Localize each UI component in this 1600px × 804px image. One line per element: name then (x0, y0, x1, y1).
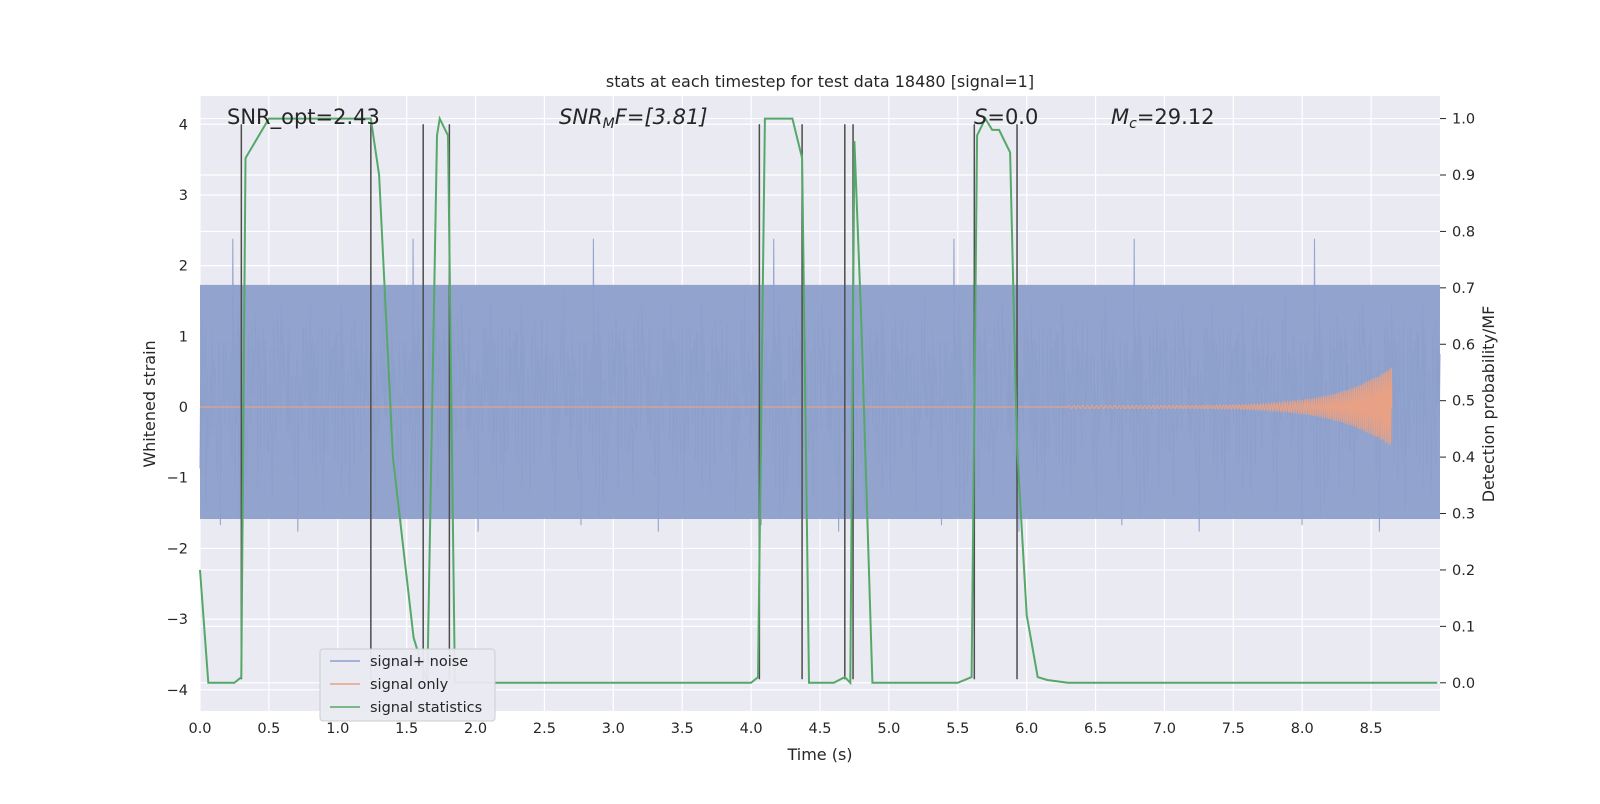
y-right-axis-label: Detection probability/MF (1479, 306, 1498, 503)
x-tick-label: 3.0 (602, 721, 625, 737)
y-right-tick-label: 0.8 (1452, 224, 1475, 240)
signal-only-chirp (1067, 367, 1393, 446)
y-left-tick-labels: 4 3 2 1 0 −1 −2 −3 −4 (167, 117, 188, 699)
y-left-tick-label: −1 (167, 471, 188, 487)
x-tick-label: 0.0 (188, 721, 211, 737)
x-tick-label: 0.5 (257, 721, 280, 737)
annotation-mc: Mc=29.12 (1111, 105, 1215, 132)
y-left-tick-label: 3 (179, 188, 188, 204)
y-right-tick-label: 0.0 (1452, 676, 1475, 692)
y-left-tick-label: 2 (179, 259, 188, 275)
signal-statistics-line (199, 115, 1438, 686)
x-tick-label: 8.5 (1360, 721, 1383, 737)
y-left-tick-label: −2 (167, 541, 188, 557)
x-tick-label: 3.5 (671, 721, 694, 737)
signal-only-series (200, 367, 1393, 446)
y-left-tick-label: −3 (167, 612, 188, 628)
y-left-tick-label: 4 (179, 117, 188, 133)
x-tick-labels: 0.0 0.5 1.0 1.5 2.0 2.5 3.0 3.5 4.0 4.5 5.0 5.5 6.0 6… (188, 721, 1382, 737)
noise-trace (199, 238, 1441, 532)
y-right-tick-label: 0.1 (1452, 619, 1475, 635)
x-tick-label: 7.5 (1222, 721, 1245, 737)
legend-label-signal-noise: signal+ noise (370, 654, 468, 670)
y-left-axis-label: Whitened strain (140, 340, 159, 467)
annotation-snr-opt: SNR_opt=2.43 (227, 105, 380, 130)
legend-box (319, 648, 496, 722)
y-left-tick-label: 0 (179, 400, 188, 416)
x-tick-label: 5.0 (877, 721, 900, 737)
x-tick-label: 4.5 (808, 721, 831, 737)
signal-noise-series (199, 238, 1441, 532)
y-right-tick-label: 0.6 (1452, 337, 1475, 353)
annotation-snr-mf: SNRMF=[3.81] (559, 105, 708, 132)
y-left-tick-label: −4 (167, 683, 188, 699)
x-tick-label: 1.0 (326, 721, 349, 737)
x-tick-label: 4.0 (740, 721, 763, 737)
x-tick-label: 8.0 (1291, 721, 1314, 737)
x-tick-label: 1.5 (395, 721, 418, 737)
y-right-tick-label: 0.5 (1452, 394, 1475, 410)
legend-label-signal-only: signal only (370, 677, 449, 693)
x-tick-label: 2.5 (533, 721, 556, 737)
x-tick-label: 6.5 (1084, 721, 1107, 737)
x-tick-label: 2.0 (464, 721, 487, 737)
x-axis-label: Time (s) (786, 745, 852, 764)
y-right-tick-label: 0.2 (1452, 563, 1475, 579)
y-left-tick-label: 1 (179, 329, 188, 345)
chart-title: stats at each timestep for test data 184… (606, 72, 1034, 91)
y-right-tick-label: 0.9 (1452, 168, 1475, 184)
legend-label-signal-statistics: signal statistics (370, 700, 482, 716)
y-right-tick-label: 0.7 (1452, 281, 1475, 297)
y-right-tick-label: 0.4 (1452, 450, 1475, 466)
x-tick-label: 6.0 (1015, 721, 1038, 737)
signal-statistics-series (199, 115, 1438, 686)
y-right-tick-labels: 1.0 0.9 0.8 0.7 0.6 0.5 0.4 0.3 0.2 0.1 0.0 (1440, 112, 1475, 692)
y-right-tick-label: 0.3 (1452, 507, 1475, 523)
y-right-tick-label: 1.0 (1452, 112, 1475, 128)
legend: signal+ noise signal only signal statist… (319, 648, 496, 722)
x-tick-label: 5.5 (946, 721, 969, 737)
x-tick-label: 7.0 (1153, 721, 1176, 737)
annotation-s: S=0.0 (974, 105, 1038, 129)
